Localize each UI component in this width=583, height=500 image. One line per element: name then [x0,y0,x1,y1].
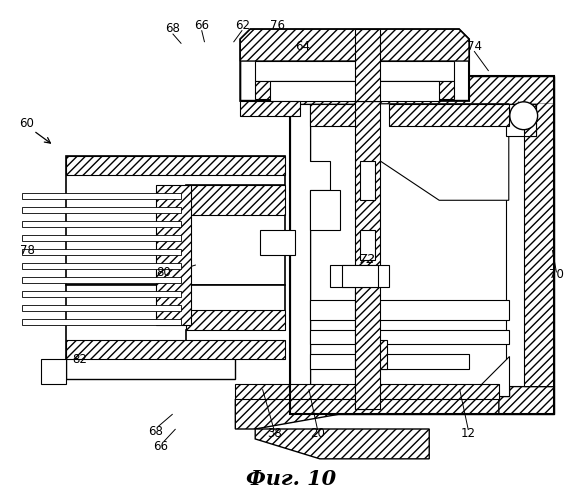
Text: 64: 64 [296,40,311,52]
Polygon shape [310,104,509,396]
Polygon shape [270,81,439,101]
Circle shape [510,102,538,130]
Polygon shape [66,156,285,285]
Text: 68: 68 [165,22,180,35]
Text: 66: 66 [194,19,209,32]
Polygon shape [506,104,536,136]
Polygon shape [22,221,181,227]
Polygon shape [260,230,295,255]
Polygon shape [22,194,181,200]
Polygon shape [310,126,509,396]
Polygon shape [255,61,454,81]
Polygon shape [330,265,389,287]
Text: 76: 76 [269,19,285,32]
Polygon shape [66,340,285,359]
Polygon shape [290,104,330,396]
Polygon shape [290,386,553,414]
Polygon shape [506,104,524,386]
Polygon shape [41,360,66,384]
Polygon shape [255,81,454,99]
Polygon shape [66,285,285,360]
Polygon shape [354,29,380,101]
Text: 80: 80 [157,266,171,279]
Polygon shape [389,104,509,126]
Polygon shape [22,207,181,213]
Text: 74: 74 [466,40,482,52]
Polygon shape [354,290,374,409]
Polygon shape [185,310,285,330]
Polygon shape [330,265,389,287]
Polygon shape [240,29,469,61]
Polygon shape [22,291,181,296]
Text: 60: 60 [19,116,34,130]
Text: 12: 12 [461,428,476,440]
Polygon shape [360,160,374,200]
Polygon shape [360,230,374,260]
Text: 66: 66 [153,440,168,453]
Polygon shape [354,101,380,409]
Polygon shape [240,29,469,101]
Polygon shape [290,76,553,104]
Polygon shape [370,340,388,370]
Polygon shape [524,104,553,386]
Polygon shape [22,277,181,283]
Polygon shape [22,304,181,310]
Polygon shape [310,330,509,344]
Polygon shape [310,354,469,370]
Polygon shape [22,249,181,255]
Text: 82: 82 [72,353,87,366]
Text: 68: 68 [148,425,163,438]
Text: 78: 78 [20,244,35,256]
Text: 70: 70 [549,268,564,281]
Text: 62: 62 [235,19,250,32]
Polygon shape [524,104,553,386]
Polygon shape [524,104,536,136]
Polygon shape [342,265,378,287]
Polygon shape [290,104,310,396]
Text: 38: 38 [267,428,282,440]
Polygon shape [22,235,181,241]
Polygon shape [310,300,509,320]
Polygon shape [310,190,340,230]
Polygon shape [22,318,181,324]
Polygon shape [255,429,429,459]
Polygon shape [66,156,285,176]
Text: Фиг. 10: Фиг. 10 [247,468,336,488]
Polygon shape [156,186,191,324]
Polygon shape [380,104,509,200]
Polygon shape [66,354,236,380]
Text: 20: 20 [310,428,325,440]
Text: 72: 72 [359,254,375,266]
Polygon shape [240,101,300,116]
Polygon shape [185,186,285,215]
Polygon shape [236,384,499,399]
Polygon shape [236,399,499,429]
Polygon shape [310,104,389,126]
Polygon shape [22,263,181,269]
Polygon shape [469,356,509,396]
